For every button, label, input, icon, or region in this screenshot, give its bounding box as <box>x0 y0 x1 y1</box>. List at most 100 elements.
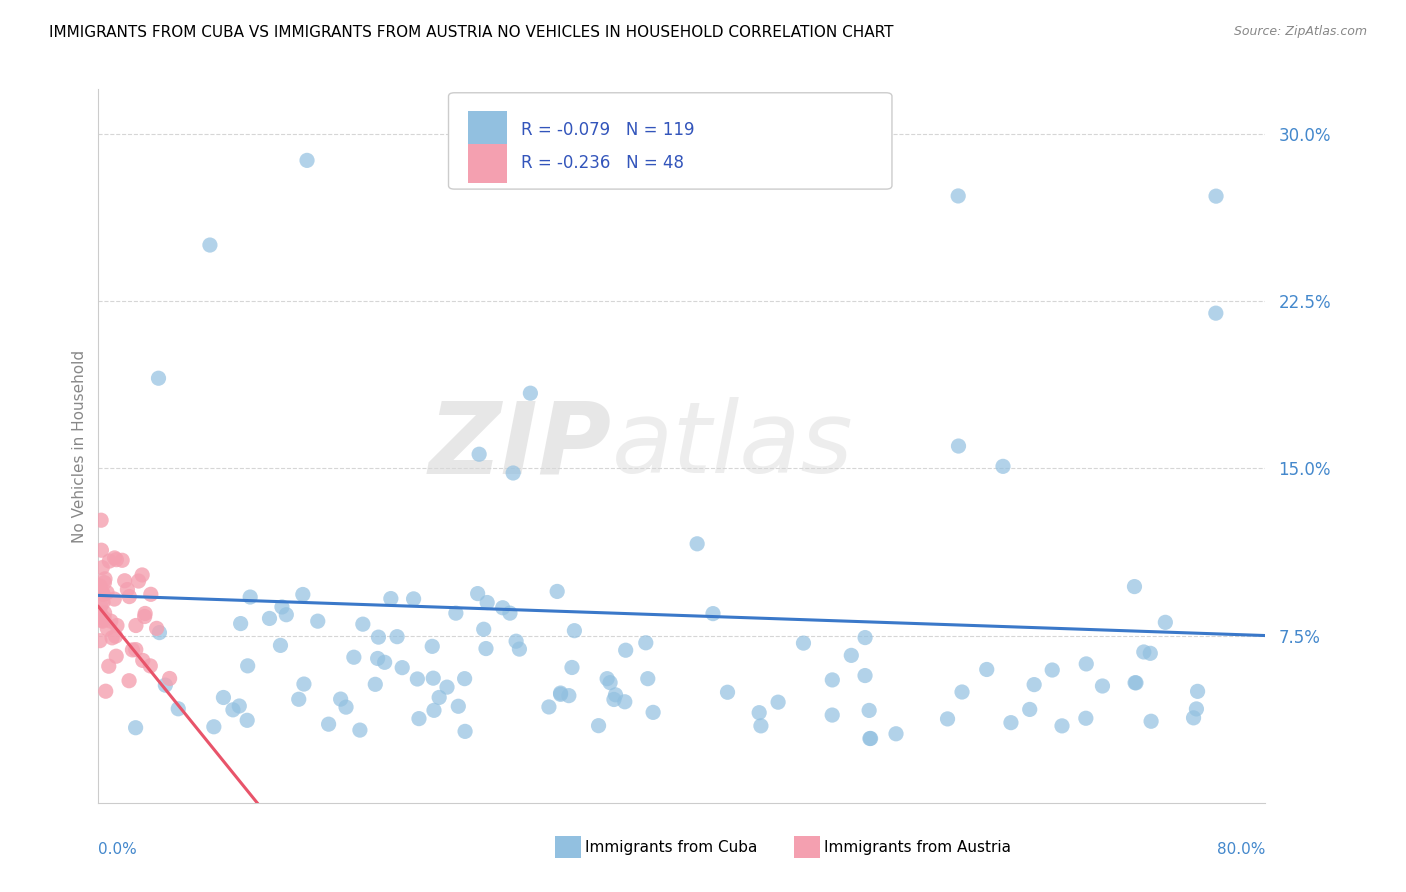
Point <box>91 613 114 627</box>
Point <box>1091 679 1114 693</box>
Point <box>468 447 491 461</box>
Point <box>167 702 190 716</box>
FancyBboxPatch shape <box>468 144 508 183</box>
Point <box>502 466 524 480</box>
Point <box>1187 684 1209 698</box>
Point <box>307 614 329 628</box>
Point <box>287 692 309 706</box>
Point <box>295 153 318 168</box>
Text: 0.0%: 0.0% <box>98 842 138 856</box>
Point <box>561 660 583 674</box>
Point <box>91 560 114 574</box>
Point <box>90 599 112 613</box>
Point <box>1040 663 1063 677</box>
Point <box>884 727 907 741</box>
Point <box>546 584 568 599</box>
Point <box>444 606 467 620</box>
FancyBboxPatch shape <box>449 93 891 189</box>
Point <box>90 543 112 558</box>
Point <box>374 655 396 669</box>
Point <box>558 689 581 703</box>
Point <box>948 439 970 453</box>
Point <box>364 677 387 691</box>
Point <box>749 719 772 733</box>
Point <box>537 700 560 714</box>
Point <box>114 574 136 588</box>
Point <box>1205 306 1227 320</box>
Y-axis label: No Vehicles in Household: No Vehicles in Household <box>72 350 87 542</box>
Point <box>100 614 122 628</box>
Point <box>1018 702 1040 716</box>
Point <box>367 630 389 644</box>
Point <box>1133 645 1156 659</box>
Point <box>118 590 141 604</box>
Point <box>976 663 998 677</box>
Point <box>475 641 498 656</box>
Point <box>716 685 738 699</box>
Point <box>643 706 665 720</box>
Point <box>1076 657 1098 671</box>
Point <box>105 618 128 632</box>
Point <box>702 607 724 621</box>
Point <box>229 616 252 631</box>
Point <box>228 699 250 714</box>
Point <box>91 614 114 628</box>
Point <box>148 625 170 640</box>
Point <box>564 624 586 638</box>
Point <box>613 695 636 709</box>
Point <box>1024 677 1046 691</box>
Point <box>599 675 621 690</box>
Point <box>121 643 143 657</box>
Point <box>422 671 444 685</box>
Point <box>423 703 446 717</box>
Point <box>89 582 111 596</box>
Point <box>454 724 477 739</box>
Point <box>447 699 470 714</box>
Point <box>492 600 515 615</box>
Point <box>408 712 430 726</box>
Point <box>276 607 298 622</box>
Point <box>472 622 495 636</box>
Point <box>117 582 139 597</box>
Point <box>93 606 115 620</box>
Point <box>948 189 970 203</box>
Point <box>125 618 148 632</box>
Point <box>991 459 1014 474</box>
Point <box>91 587 114 601</box>
Point <box>222 703 245 717</box>
Point <box>380 591 402 606</box>
Point <box>269 639 291 653</box>
Point <box>936 712 959 726</box>
Point <box>1123 675 1146 690</box>
Point <box>686 537 709 551</box>
Point <box>103 550 125 565</box>
Point <box>637 672 659 686</box>
Point <box>766 695 789 709</box>
Point <box>329 692 352 706</box>
Point <box>420 640 443 654</box>
Point <box>634 636 657 650</box>
Point <box>291 587 314 601</box>
Point <box>93 611 115 625</box>
Point <box>1125 675 1147 690</box>
Point <box>148 371 170 385</box>
Point <box>853 631 876 645</box>
Point <box>550 687 572 701</box>
Point <box>198 238 221 252</box>
Point <box>91 595 114 609</box>
Point <box>125 642 148 657</box>
Point <box>467 586 489 600</box>
Point <box>1074 711 1097 725</box>
Point <box>134 609 156 624</box>
Point <box>508 642 530 657</box>
Point <box>748 706 770 720</box>
Point <box>1123 580 1146 594</box>
Text: IMMIGRANTS FROM CUBA VS IMMIGRANTS FROM AUSTRIA NO VEHICLES IN HOUSEHOLD CORRELA: IMMIGRANTS FROM CUBA VS IMMIGRANTS FROM … <box>49 25 894 40</box>
Point <box>159 672 181 686</box>
Point <box>858 703 880 717</box>
Point <box>139 659 162 673</box>
Point <box>1139 646 1161 660</box>
FancyBboxPatch shape <box>468 111 508 150</box>
Text: Immigrants from Cuba: Immigrants from Cuba <box>585 840 758 855</box>
Point <box>98 554 121 568</box>
